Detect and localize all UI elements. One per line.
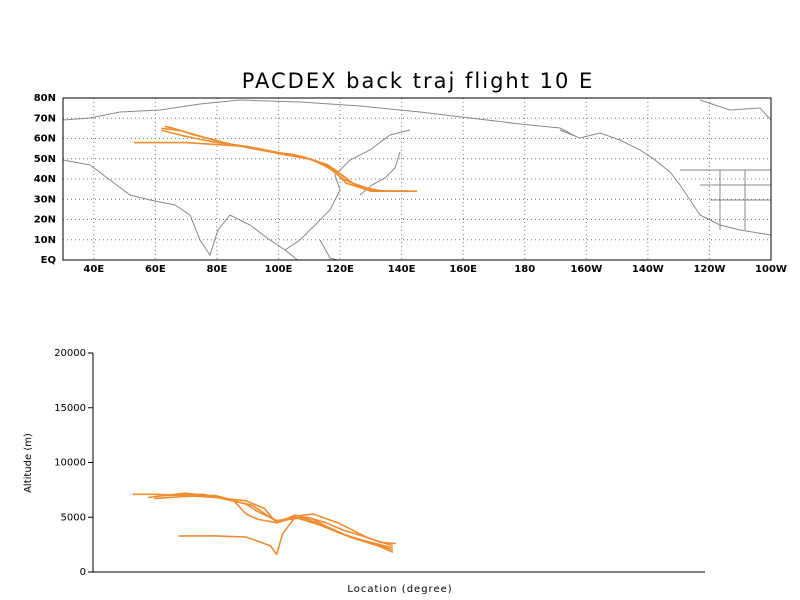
trajectory — [166, 493, 394, 547]
trajectory — [178, 516, 394, 556]
x-tick-label: 120W — [693, 264, 725, 275]
y-tick-label: 30N — [34, 194, 56, 205]
y-tick-label: 5000 — [61, 512, 86, 523]
x-tick-label: 180 — [514, 264, 535, 275]
coastline — [284, 239, 340, 260]
x-tick-label: 140E — [388, 264, 416, 275]
y-tick-label: 50N — [34, 154, 56, 165]
trajectory — [133, 141, 408, 192]
y-tick-label: EQ — [41, 255, 56, 266]
x-tick-label: 120E — [326, 264, 354, 275]
x-tick-label: 60E — [145, 264, 166, 275]
y-axis-label: Altitude (m) — [23, 433, 34, 493]
y-tick-label: 20N — [34, 215, 56, 226]
x-tick-label: 80E — [207, 264, 228, 275]
coastline — [680, 169, 771, 230]
plot-frame — [62, 97, 772, 261]
x-tick-label: 100E — [265, 264, 293, 275]
coastline — [699, 99, 771, 121]
x-tick-label: 160E — [449, 264, 477, 275]
x-axis-label: Location (degree) — [347, 584, 452, 595]
x-tick-label: 160W — [570, 264, 602, 275]
y-tick-label: 0 — [80, 567, 86, 578]
y-tick-label: 70N — [34, 113, 56, 124]
y-tick-label: 80N — [34, 93, 56, 104]
y-tick-label: 10000 — [54, 458, 86, 469]
y-tick-label: 20000 — [54, 348, 86, 359]
x-tick-label: 40E — [83, 264, 104, 275]
chart-title: PACDEX back traj flight 10 E — [242, 69, 595, 93]
x-tick-label: 140W — [632, 264, 664, 275]
y-tick-label: 15000 — [54, 403, 86, 414]
coastline — [63, 99, 576, 137]
y-tick-label: 40N — [34, 174, 56, 185]
x-tick-label: 100W — [755, 264, 787, 275]
y-tick-label: 10N — [34, 235, 56, 246]
y-tick-label: 60N — [34, 134, 56, 145]
